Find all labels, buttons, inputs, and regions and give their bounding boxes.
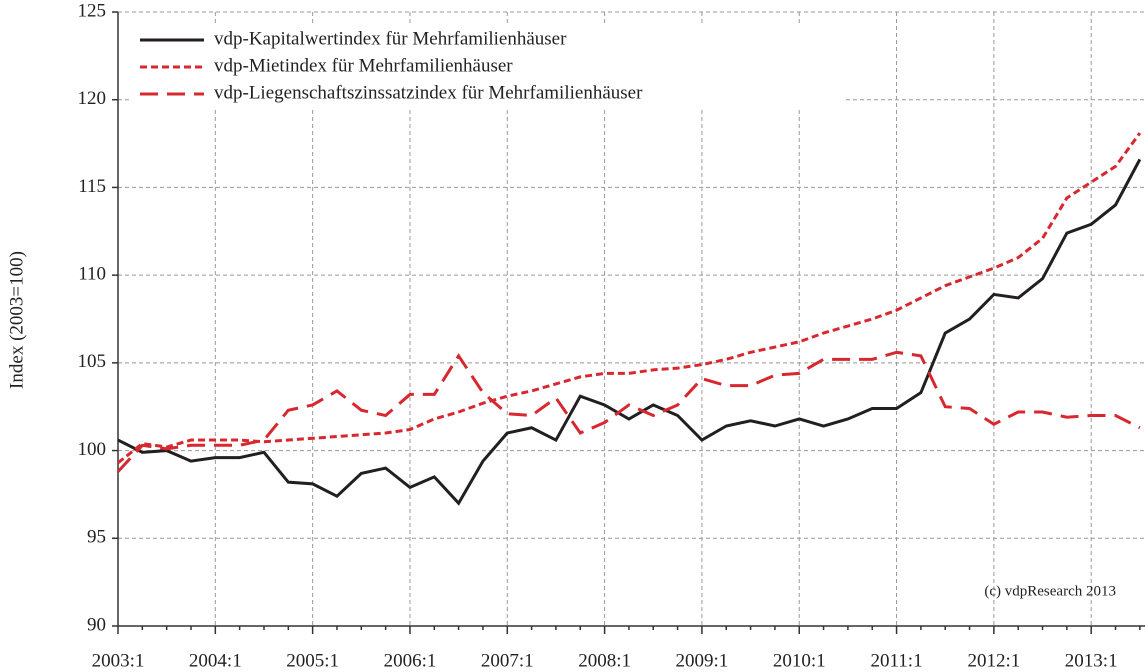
- y-axis-label: Index (2003=100): [6, 251, 27, 389]
- y-tick-label: 90: [87, 614, 106, 635]
- y-tick-label: 115: [78, 176, 106, 197]
- x-tick-label: 2010:1: [773, 650, 826, 671]
- legend-label: vdp-Kapitalwertindex für Mehrfamilienhäu…: [214, 28, 567, 49]
- y-tick-label: 125: [78, 0, 107, 21]
- series-line: [117, 158, 1142, 506]
- series-line: [116, 350, 1141, 473]
- legend: vdp-Kapitalwertindex für Mehrfamilienhäu…: [132, 24, 844, 110]
- y-tick-label: 105: [78, 351, 107, 372]
- x-tick-label: 2009:1: [676, 650, 729, 671]
- x-tick-label: 2008:1: [578, 650, 631, 671]
- legend-label: vdp-Mietindex für Mehrfamilienhäuser: [214, 55, 513, 76]
- x-tick-label: 2007:1: [481, 650, 534, 671]
- y-tick-label: 110: [78, 264, 106, 285]
- y-tick-label: 100: [78, 439, 107, 460]
- x-tick-label: 2005:1: [286, 650, 339, 671]
- x-tick-label: 2003:1: [92, 650, 145, 671]
- x-tick-label: 2013:1: [1065, 650, 1118, 671]
- legend-label: vdp-Liegenschaftszinssatzindex für Mehrf…: [214, 82, 643, 103]
- x-tick-label: 2011:1: [871, 650, 923, 671]
- y-tick-label: 95: [87, 527, 106, 548]
- x-tick-label: 2006:1: [384, 650, 437, 671]
- x-tick-label: 2012:1: [967, 650, 1020, 671]
- y-tick-label: 120: [78, 88, 107, 109]
- legend-box: [132, 24, 844, 110]
- x-tick-label: 2004:1: [189, 650, 242, 671]
- series-line: [117, 132, 1142, 465]
- annotation: (c) vdpResearch 2013: [984, 583, 1116, 599]
